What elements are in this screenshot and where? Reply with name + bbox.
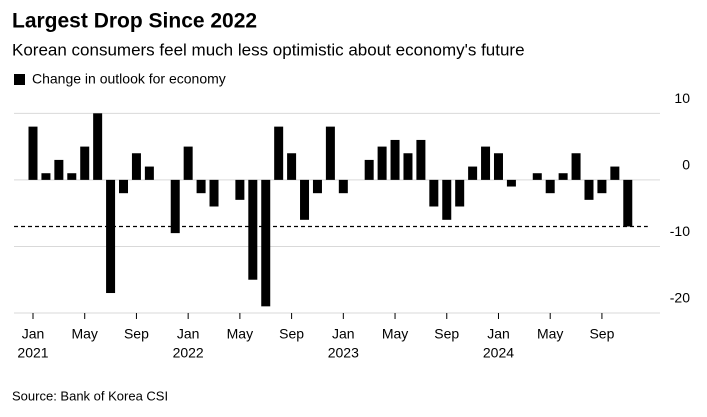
bar xyxy=(261,179,271,307)
x-year-label: 2021 xyxy=(17,345,48,361)
x-year-label: 2022 xyxy=(173,345,204,361)
bar xyxy=(248,179,258,280)
x-tick-label: Jan xyxy=(22,326,45,342)
x-year-label: 2024 xyxy=(483,345,514,361)
bar xyxy=(209,179,219,207)
bar xyxy=(390,139,400,180)
bar xyxy=(144,166,154,180)
x-tick-label: Jan xyxy=(332,326,355,342)
x-tick-label: May xyxy=(382,326,408,342)
bar xyxy=(312,179,322,194)
bar xyxy=(196,179,206,194)
bar xyxy=(67,173,77,180)
x-tick-label: Sep xyxy=(589,326,614,342)
y-tick-label: 0 xyxy=(682,157,690,173)
bar xyxy=(364,159,374,180)
bar xyxy=(131,153,141,180)
bar xyxy=(558,173,568,180)
bar xyxy=(377,146,387,180)
bar xyxy=(545,179,555,194)
bar xyxy=(300,179,310,220)
x-tick-label: Jan xyxy=(177,326,200,342)
chart-subtitle: Korean consumers feel much less optimist… xyxy=(12,40,525,59)
bar xyxy=(506,179,516,187)
bar xyxy=(235,179,245,200)
bar xyxy=(442,179,452,220)
bar xyxy=(325,126,335,180)
bar xyxy=(183,146,193,180)
x-tick-label: May xyxy=(227,326,253,342)
bar xyxy=(403,153,413,180)
bar xyxy=(416,139,426,180)
chart-title: Largest Drop Since 2022 xyxy=(12,10,257,33)
legend-swatch xyxy=(14,74,25,85)
y-tick-label: -10 xyxy=(670,223,690,239)
bar xyxy=(584,179,594,200)
x-tick-label: Sep xyxy=(434,326,459,342)
bar xyxy=(571,153,581,180)
bar xyxy=(481,146,491,180)
x-tick-label: May xyxy=(537,326,563,342)
bar xyxy=(532,173,542,180)
bar xyxy=(597,179,607,194)
bar xyxy=(274,126,284,180)
bar xyxy=(54,159,64,180)
y-tick-label: 10 xyxy=(674,90,690,106)
bar xyxy=(28,126,38,180)
bar xyxy=(80,146,90,180)
x-tick-label: Jan xyxy=(487,326,510,342)
bar xyxy=(170,179,180,234)
x-tick-label: May xyxy=(71,326,97,342)
bar xyxy=(338,179,348,194)
bar xyxy=(429,179,439,207)
bar xyxy=(623,179,633,227)
bar xyxy=(493,153,503,180)
bar xyxy=(455,179,465,207)
x-tick-label: Sep xyxy=(279,326,304,342)
bar xyxy=(106,179,116,294)
bar xyxy=(287,153,297,180)
source: Source: Bank of Korea CSI xyxy=(12,388,168,403)
bar xyxy=(119,179,129,194)
bar xyxy=(41,173,51,180)
legend-label: Change in outlook for economy xyxy=(32,71,226,87)
x-tick-label: Sep xyxy=(124,326,149,342)
bar xyxy=(93,113,103,180)
bar xyxy=(468,166,478,180)
bar xyxy=(610,166,620,180)
x-year-label: 2023 xyxy=(328,345,359,361)
y-tick-label: -20 xyxy=(670,290,690,306)
